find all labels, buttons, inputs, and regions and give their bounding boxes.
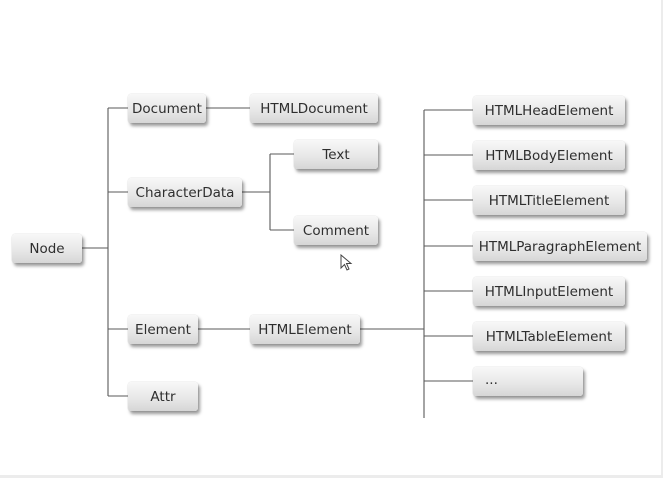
- mouse-pointer-icon: [340, 254, 353, 271]
- comment-box: Comment: [294, 216, 378, 245]
- html-table-element-box: HTMLTableElement: [473, 322, 625, 351]
- html-element-box: HTMLElement: [250, 315, 360, 344]
- html-document-box: HTMLDocument: [250, 94, 378, 123]
- html-body-element-box: HTMLBodyElement: [473, 141, 625, 170]
- html-head-element-box: HTMLHeadElement: [473, 96, 625, 125]
- element-box: Element: [128, 315, 198, 344]
- attr-box: Attr: [128, 382, 198, 411]
- more-elements-box: ...: [473, 367, 583, 396]
- text-box: Text: [294, 140, 378, 169]
- character-data-box: CharacterData: [128, 178, 242, 207]
- html-input-element-box: HTMLInputElement: [473, 277, 625, 306]
- html-paragraph-element-box: HTMLParagraphElement: [473, 232, 647, 261]
- html-title-element-box: HTMLTitleElement: [473, 186, 625, 215]
- node-box: Node: [12, 234, 82, 263]
- document-box: Document: [128, 94, 206, 123]
